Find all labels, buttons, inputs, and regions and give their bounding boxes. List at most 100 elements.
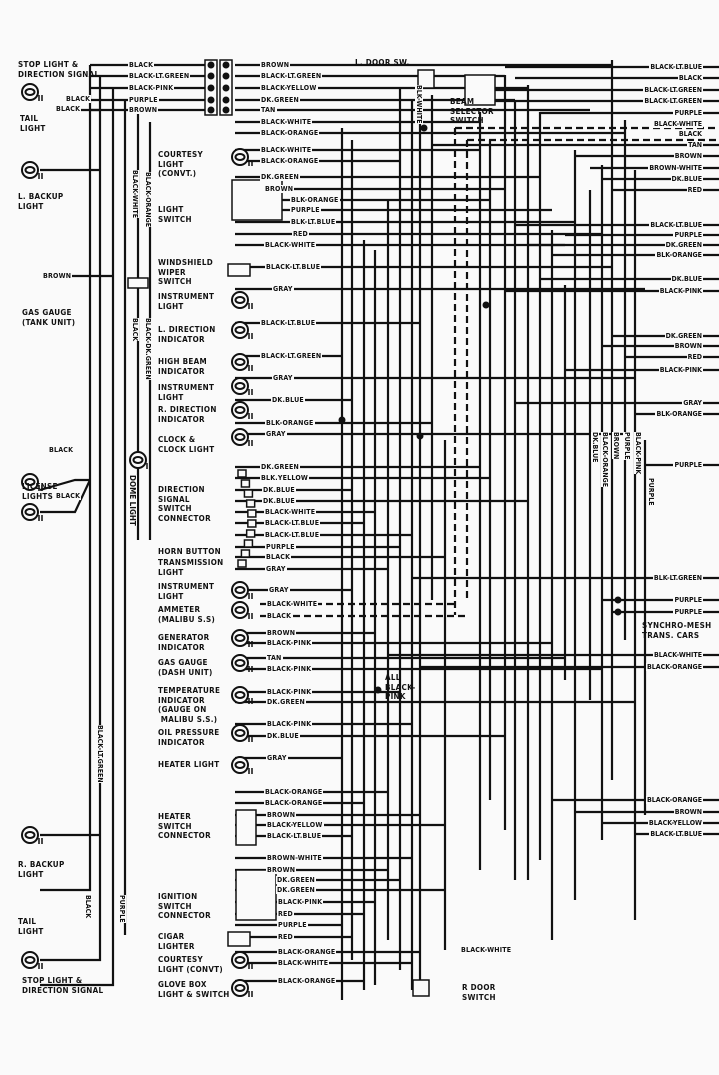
wire-label: BLACK-YELLOW <box>647 819 703 827</box>
wire-label: BLACK <box>677 74 703 82</box>
wire-label: BLACK-ORANGE <box>264 799 324 807</box>
tail-harness-wire <box>40 65 92 892</box>
bulb-icon <box>231 321 253 339</box>
wire-label: DK.GREEN <box>276 876 316 884</box>
cigar-lighter-body <box>227 931 251 947</box>
heater-switch-connector-label: HEATER SWITCH CONNECTOR <box>158 812 211 840</box>
clock-light-label: CLOCK & CLOCK LIGHT <box>158 435 215 454</box>
connector-pin <box>237 469 247 478</box>
wire-label: DK.GREEN <box>260 173 300 181</box>
vertical-wire-label: BLK-WHITE <box>415 85 423 124</box>
connector-pin <box>247 509 257 518</box>
wire-label: DK.BLUE <box>670 175 703 183</box>
ammeter-label: AMMETER (MALIBU S.S) <box>158 605 216 624</box>
wire-label: BLACK-WHITE <box>652 651 703 659</box>
wire-label: PURPLE <box>277 921 308 929</box>
bulb-icon <box>231 581 253 599</box>
oil-pressure-indicator-label: OIL PRESSURE INDICATOR <box>158 728 220 747</box>
wire-label: BROWN <box>266 866 297 874</box>
r-door-switch-label: R DOOR SWITCH <box>462 983 496 1002</box>
wire-label: BLACK-YELLOW <box>260 84 318 92</box>
junction-dot <box>222 84 230 92</box>
wire-label: BLACK-PINK <box>266 688 313 696</box>
wire-label: BROWN <box>260 61 291 69</box>
wire-label: BROWN <box>673 808 703 816</box>
connector-pin <box>240 479 251 488</box>
wire-label: BLACK-ORANGE <box>260 129 320 137</box>
bulb-icon <box>231 686 253 704</box>
wire-label: BLACK-LT.BLUE <box>260 319 317 327</box>
junction-dot <box>207 106 215 114</box>
wire-label: RED <box>277 910 294 918</box>
wire-label: BLACK-WHITE <box>460 946 513 954</box>
wire-label: BLACK-ORANGE <box>277 948 337 956</box>
r-direction-indicator-label: R. DIRECTION INDICATOR <box>158 405 217 424</box>
transmission-light-label: TRANSMISSION LIGHT <box>158 558 224 577</box>
connector-pin <box>247 519 257 528</box>
wire-label: RED <box>292 230 309 238</box>
wire-label: BLACK-LT.BLUE <box>649 63 703 71</box>
wire-label: BLK-ORANGE <box>290 196 340 204</box>
license-wire <box>39 478 90 492</box>
instrument-light-3-label: INSTRUMENT LIGHT <box>158 582 215 601</box>
wire-label: BLACK <box>677 130 703 138</box>
vertical-wire-label: BLACK-LT.GREEN <box>96 725 104 783</box>
bulb-icon <box>231 979 253 997</box>
wire-label: BROWN-WHITE <box>266 854 323 862</box>
wire-label: BLACK-WHITE <box>652 120 703 128</box>
gas-gauge-dash-label: GAS GAUGE (DASH UNIT) <box>158 658 213 677</box>
tail-light-bottom-label: TAIL LIGHT <box>18 917 44 936</box>
wire-label: DK.BLUE <box>262 486 296 494</box>
wire-label: GRAY <box>266 754 288 762</box>
wire-label: TAN <box>260 106 277 114</box>
bulb-icon <box>231 654 253 672</box>
tail-light-top-label: TAIL LIGHT <box>20 114 46 133</box>
direction-signal-connector-label: DIRECTION SIGNAL SWITCH CONNECTOR <box>158 485 211 523</box>
junction-dot <box>222 96 230 104</box>
junction-dot <box>614 608 622 616</box>
wire-label: GRAY <box>682 399 703 407</box>
synchro-mesh-label: SYNCHRO-MESH TRANS. CARS <box>642 621 712 640</box>
glove-box-light-label: GLOVE BOX LIGHT & SWITCH <box>158 980 230 999</box>
junction-dot <box>207 96 215 104</box>
vertical-wire-label: BLACK <box>84 895 92 919</box>
vertical-wire-label: BLACK-ORANGE <box>601 432 609 488</box>
vertical-wire-label: BLACK-DK.GREEN <box>144 318 152 380</box>
bulb-icon <box>231 428 253 446</box>
connector-pin <box>245 529 256 538</box>
junction-dot <box>338 416 346 424</box>
beam-selector-switch-label: BEAM SELECTOR SWITCH <box>450 97 494 125</box>
wire-label: TAN <box>687 141 703 149</box>
wire-label: BLACK-LT.BLUE <box>649 830 703 838</box>
wire-label: BLACK <box>55 492 82 500</box>
wire-label: BLACK-LT.BLUE <box>649 221 703 229</box>
wire-label: PURPLE <box>673 461 703 469</box>
wiper-connector <box>127 277 149 289</box>
vertical-wire-label: PURPLE <box>623 432 631 460</box>
wire-label: BLACK-PINK <box>658 366 703 374</box>
wire-label: BLACK <box>265 553 292 561</box>
wire-label: DK.GREEN <box>664 332 703 340</box>
wire-label: RED <box>277 933 294 941</box>
wire-label: PURPLE <box>673 608 703 616</box>
cigar-lighter-label: CIGAR LIGHTER <box>158 932 195 951</box>
windshield-wiper-switch-label: WINDSHIELD WIPER SWITCH <box>158 258 213 286</box>
wiper-switch-body <box>227 263 251 277</box>
connector-pin <box>245 499 256 508</box>
wire-label: BLACK <box>65 95 92 103</box>
wire-label: BLACK-LT.BLUE <box>265 263 322 271</box>
vertical-wire-label: BLACK-ORANGE <box>144 172 152 228</box>
wire-label: BLK-ORANGE <box>265 419 315 427</box>
dome-light-label: DOME LIGHT <box>128 475 137 526</box>
junction-dot <box>482 301 490 309</box>
courtesy-light-bottom-label: COURTESY LIGHT (CONVT) <box>158 955 223 974</box>
wire-label: BLACK <box>55 105 82 113</box>
wire-label: BLACK-ORANGE <box>260 157 320 165</box>
license-wire <box>40 479 91 514</box>
wire-label: BLK-ORANGE <box>655 410 703 418</box>
l-direction-indicator-label: L. DIRECTION INDICATOR <box>158 325 216 344</box>
wire-label: DK.GREEN <box>260 96 300 104</box>
wire-label: BLACK-LT.GREEN <box>128 72 191 80</box>
wire-label: PURPLE <box>265 543 296 551</box>
